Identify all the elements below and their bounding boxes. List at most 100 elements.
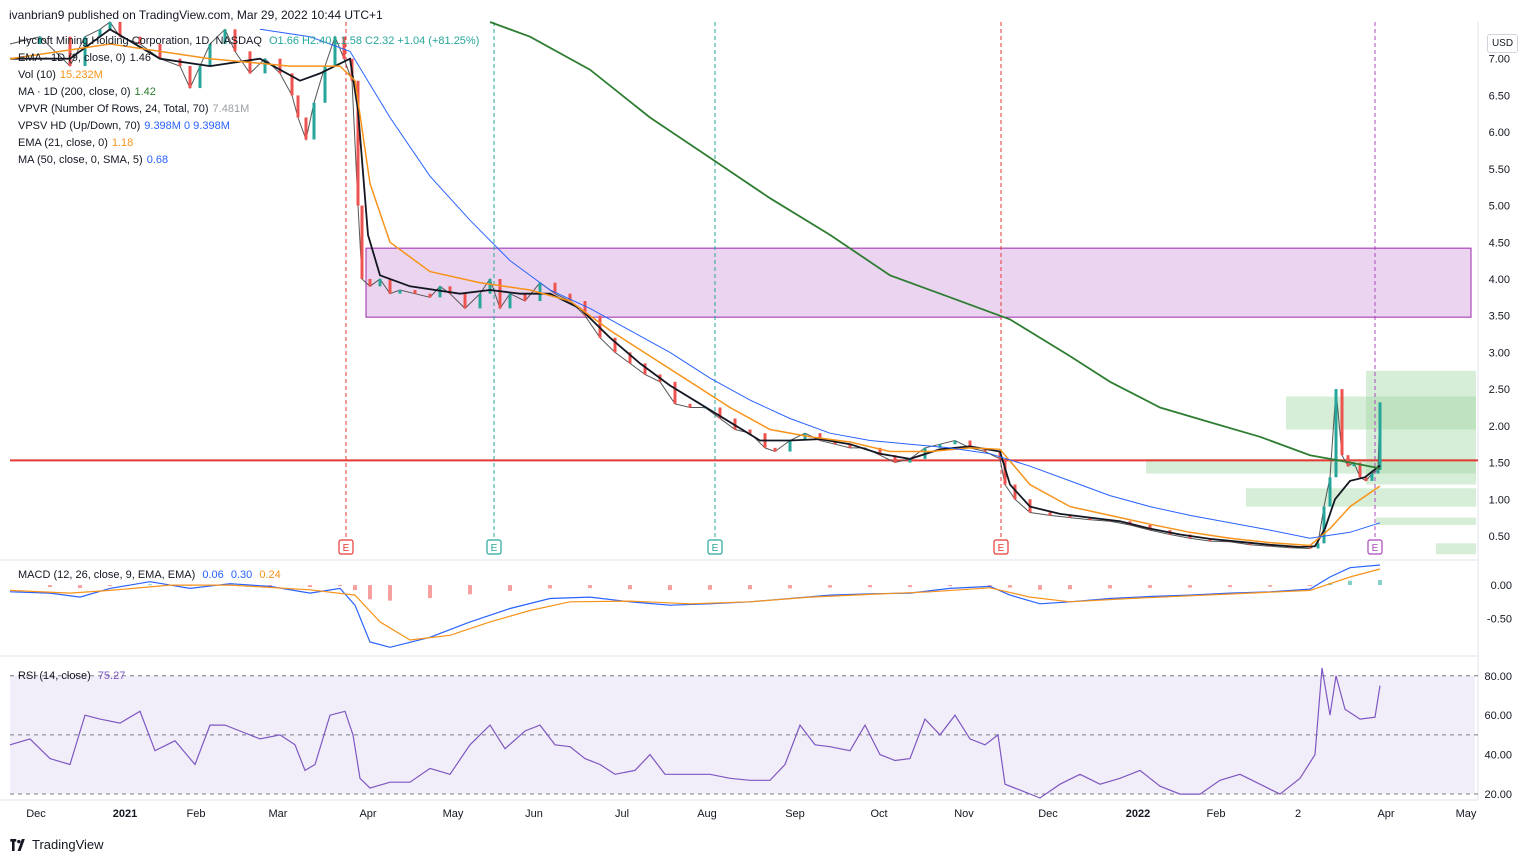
candle xyxy=(233,29,237,52)
macd-value-1: 0.06 xyxy=(202,569,224,581)
candle xyxy=(643,363,647,375)
candle xyxy=(553,282,557,294)
candle xyxy=(118,22,122,37)
legend-row: MA (50, close, 0, SMA, 5) 0.68 xyxy=(18,154,168,166)
macd-histogram-bar xyxy=(508,585,512,591)
candle xyxy=(312,102,316,140)
candle xyxy=(1352,462,1356,467)
macd-axis-tick: 0.00 xyxy=(1491,580,1512,592)
candle xyxy=(673,381,677,404)
legend-value: 7.481M xyxy=(212,103,250,115)
candle xyxy=(1346,455,1350,467)
time-axis-tick: May xyxy=(443,808,464,820)
macd-histogram-bar xyxy=(708,585,712,590)
candle xyxy=(523,293,527,302)
macd-histogram-bar xyxy=(48,585,52,588)
price-axis-tick: 1.00 xyxy=(1489,494,1510,506)
candle xyxy=(508,293,512,309)
candle xyxy=(733,418,737,430)
volume-profile-bar xyxy=(1376,517,1476,525)
candle xyxy=(788,440,792,452)
earnings-badge xyxy=(993,539,1009,555)
macd-histogram-bar xyxy=(428,585,432,599)
time-axis-tick: Apr xyxy=(359,808,376,820)
candle xyxy=(568,293,572,302)
macd-histogram-bar xyxy=(788,585,792,589)
legend-label: VPSV HD (Up/Down, 70) xyxy=(18,120,141,132)
macd-histogram-bar xyxy=(1068,585,1072,590)
macd-histogram-bar xyxy=(868,585,872,588)
candle xyxy=(1358,462,1362,478)
candle xyxy=(748,429,752,434)
legend-title: Hycroft Mining Holding Corporation, 1D, … xyxy=(18,35,262,47)
candle xyxy=(323,66,327,103)
macd-histogram-bar xyxy=(353,585,357,591)
price-axis-tick: 4.50 xyxy=(1489,237,1510,249)
candle xyxy=(360,205,364,279)
candle xyxy=(108,22,112,30)
candle xyxy=(1308,547,1312,549)
macd-histogram-bar xyxy=(1348,580,1352,586)
candle xyxy=(848,444,852,448)
earnings-badge xyxy=(338,539,354,555)
macd-histogram-bar xyxy=(1148,585,1152,588)
macd-line-macd xyxy=(9,564,1381,648)
legend-value: 1.46 xyxy=(129,52,152,64)
candle xyxy=(333,36,337,67)
macd-label: MACD (12, 26, close, 9, EMA, EMA) xyxy=(18,569,196,581)
candle xyxy=(478,293,482,309)
rsi-band xyxy=(10,675,1475,795)
candle xyxy=(223,29,227,45)
price-axis-tick: 2.50 xyxy=(1489,384,1510,396)
legend-row: VPSV HD (Up/Down, 70) 9.398M 0 9.398M xyxy=(18,120,230,132)
macd-histogram-bar xyxy=(1378,580,1382,586)
candle xyxy=(1340,389,1344,456)
time-axis-tick: Jul xyxy=(615,808,629,820)
macd-histogram-bar xyxy=(1038,585,1042,590)
currency-button[interactable]: USD xyxy=(1487,34,1518,53)
rsi-label: RSI (14, close) xyxy=(18,670,91,682)
price-axis-tick: 3.00 xyxy=(1489,347,1510,359)
time-axis-tick: 2022 xyxy=(1126,808,1150,820)
macd-histogram-bar xyxy=(548,585,552,589)
rsi-value: 75.27 xyxy=(97,670,126,682)
rsi-legend: RSI (14, close) 75.27 xyxy=(18,670,125,682)
candle xyxy=(703,407,707,409)
rsi-axis-tick: 40.00 xyxy=(1484,750,1512,762)
earnings-badge xyxy=(486,539,502,555)
macd-legend: MACD (12, 26, close, 9, EMA, EMA) 0.06 0… xyxy=(18,569,281,581)
candle xyxy=(968,440,972,448)
macd-line-signal xyxy=(9,568,1381,641)
candle xyxy=(368,278,372,287)
candle xyxy=(818,433,822,441)
volume-profile-bar xyxy=(1246,488,1476,507)
macd-histogram-bar xyxy=(338,585,342,587)
legend-value: 1.42 xyxy=(134,86,156,98)
time-axis-tick: Dec xyxy=(1038,808,1058,820)
candle xyxy=(138,36,142,45)
rsi-axis-tick: 20.00 xyxy=(1484,789,1512,801)
candle xyxy=(1003,458,1007,485)
earnings-badge xyxy=(1367,539,1383,555)
candle xyxy=(188,66,192,89)
candle xyxy=(1370,473,1374,481)
candle xyxy=(1068,515,1072,518)
candle xyxy=(1376,469,1380,474)
candle xyxy=(1148,524,1152,531)
tradingview-logo-icon xyxy=(10,838,25,851)
volume-profile-bar xyxy=(1146,458,1476,474)
legend-row: MA · 1D (200, close, 0) 1.42 xyxy=(18,86,156,98)
candle xyxy=(356,80,360,206)
candle xyxy=(1322,506,1326,544)
candle xyxy=(342,36,346,59)
legend-row: VPVR (Number Of Rows, 24, Total, 70) 7.48… xyxy=(18,103,249,115)
candle xyxy=(278,58,282,74)
macd-histogram-bar xyxy=(988,585,992,587)
candle xyxy=(1378,402,1382,470)
macd-histogram-bar xyxy=(628,585,632,590)
price-axis-tick: 1.50 xyxy=(1489,458,1510,470)
rsi-axis-tick: 60.00 xyxy=(1484,710,1512,722)
macd-histogram-bar xyxy=(828,585,832,588)
price-axis-tick: 6.50 xyxy=(1489,90,1510,102)
earnings-badge-label: E xyxy=(998,543,1005,554)
